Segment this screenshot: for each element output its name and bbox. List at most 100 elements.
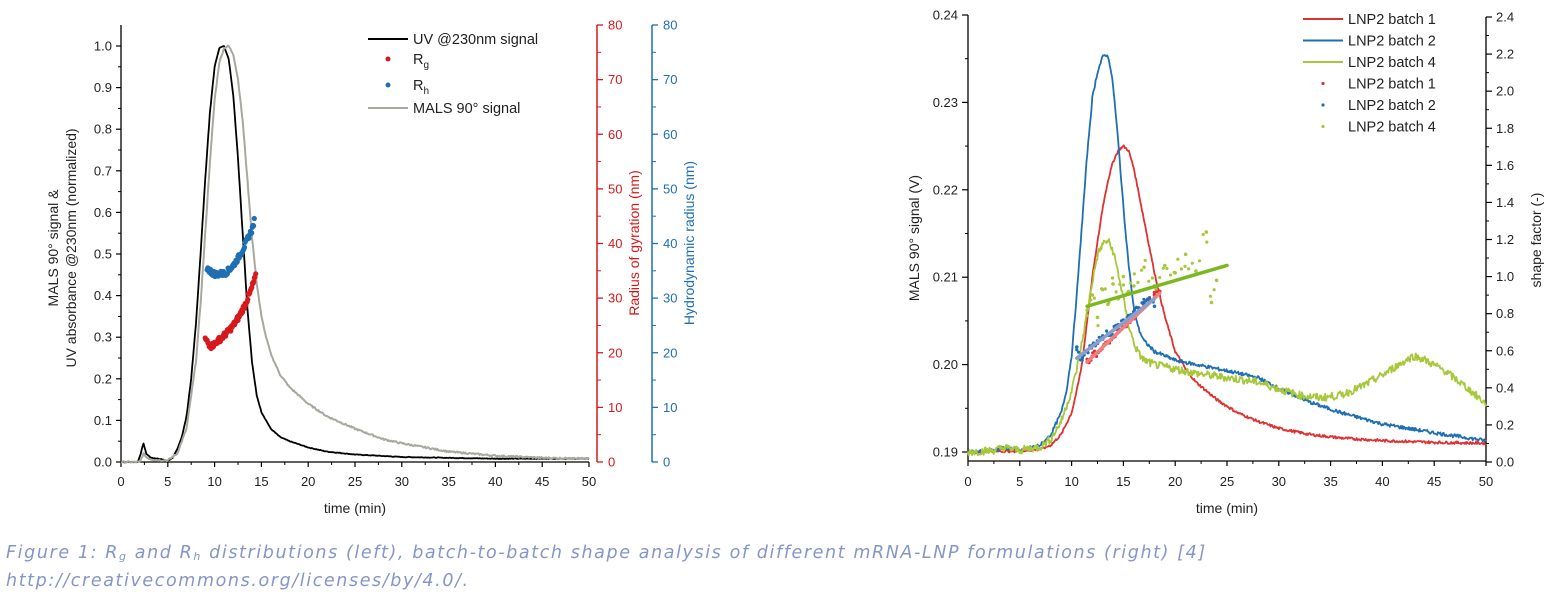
secondary-tick-label: 10 [663,400,677,415]
right-y2-tick-label: 0.6 [1496,343,1514,358]
scatter-point-h [251,223,257,229]
scatter-point-batch-4 [1121,274,1126,279]
right-y2-tick-label: 0.0 [1496,455,1514,470]
series-line-uv [121,45,590,464]
fit-line-batch-4 [1085,263,1229,308]
right-x-tick-label: 30 [1272,474,1286,489]
left-x-tick-label: 35 [441,474,455,489]
left-x-tick-label: 50 [582,474,596,489]
scatter-point-batch-4 [1205,240,1209,244]
left-y-tick-label: 0.0 [94,455,112,470]
legend-label-mals: MALS 90° signal [413,101,520,117]
right-y2-tick-label: 1.8 [1496,121,1514,136]
legend-label: LNP2 batch 1 [1348,12,1436,28]
scatter-point-batch-2 [1075,345,1079,349]
right-legend: LNP2 batch 1 LNP2 batch 2 LNP2 batch 4 LNP2… [1303,12,1436,136]
secondary-tick-label: 0 [608,455,615,470]
right-y-tick-label: 0.24 [933,8,958,23]
left-legend: UV @230nm signal Rg Rh MALS 90° signal [368,32,538,117]
left-x-tick-label: 45 [535,474,549,489]
left-chart: 0.0 0.1 0.2 0.3 0.4 0.5 0.6 0.7 0.8 0.9 1.0 0 5 10 15 2… [45,18,697,517]
scatter-point-batch-4 [1161,266,1165,270]
scatter-point-batch-4 [1110,276,1115,280]
secondary-tick-label: 70 [663,72,677,87]
scatter-point-batch-4 [1197,259,1202,263]
left-y-tick-label: 0.7 [94,163,112,178]
right-x-tick-label: 25 [1220,474,1234,489]
scatter-point-batch-4 [1089,298,1093,302]
scatter-point-h [241,244,248,250]
figure-caption: Figure 1: Rg and Rh distributions (left)… [6,541,1207,593]
right-x-tick-label: 45 [1427,474,1441,489]
secondary-tick-label: 20 [608,345,622,360]
scatter-point-batch-4 [1168,273,1173,277]
scatter-point-batch-4 [1095,315,1100,320]
caption-license-link[interactable]: http://creativecommons.org/licenses/by/4… [6,571,470,591]
right-y-tick-label: 0.22 [933,182,958,197]
scatter-point-batch-4 [1183,264,1187,268]
left-x-tick-label: 15 [254,474,268,489]
scatter-point-batch-4 [1090,293,1095,297]
secondary-tick-label: 60 [608,127,622,142]
legend-label-uv: UV @230nm signal [413,32,538,48]
secondary-tick-label: 50 [608,181,622,196]
right-x-tick-label: 20 [1168,474,1182,489]
legend-label-rh: Rh [413,78,429,97]
scatter-point-g [240,309,246,315]
scatter-point-batch-4 [1183,252,1188,257]
secondary-tick-label: 10 [608,400,622,415]
fit-line-batch-2 [1075,297,1157,360]
secondary-axis-label-0: Radius of gyration (nm) [626,170,642,316]
scatter-point-batch-2 [1077,350,1081,354]
legend-swatch-dot [1321,103,1325,107]
scatter-point-batch-4 [1132,272,1136,276]
right-y2-tick-label: 2.0 [1496,84,1514,99]
series-line-batch-1 [967,144,1487,455]
scatter-point-batch-4 [1129,281,1133,285]
right-y-tick-label: 0.20 [933,357,958,372]
scatter-point-batch-2 [1152,304,1157,309]
legend-label: LNP2 batch 4 [1348,55,1436,71]
caption-subscript-g: g [119,550,128,563]
right-x-tick-label: 35 [1323,474,1337,489]
left-y-tick-label: 0.9 [94,80,112,95]
scatter-point-batch-4 [1176,257,1180,261]
legend-swatch-rh [385,82,391,88]
scatter-point-batch-4 [1179,267,1183,271]
secondary-tick-label: 50 [663,181,677,196]
caption-line-1: Figure 1: Rg and Rh distributions (left)… [6,541,1207,569]
scatter-point-batch-4 [1190,261,1194,265]
scatter-point-batch-4 [1194,269,1198,273]
right-x-tick-label: 40 [1375,474,1389,489]
right-x-axis-label: time (min) [1196,500,1258,516]
secondary-axis-label-1: Hydrodynamic radius (nm) [681,161,697,325]
scatter-point-batch-4 [1158,275,1162,280]
right-chart: 0.19 0.20 0.21 0.22 0.23 0.24 0.0 0.2 0.4 0.6 0.8 1… [906,8,1544,517]
scatter-point-batch-4 [1143,258,1147,262]
scatter-point-batch-4 [1085,314,1089,318]
scatter-point-batch-4 [1132,284,1136,288]
legend-label: LNP2 batch 2 [1348,34,1436,50]
left-x-tick-label: 40 [488,474,502,489]
secondary-tick-label: 80 [663,18,677,33]
right-y2-tick-label: 1.0 [1496,269,1514,284]
left-y-axis-label-line1: MALS 90° signal & [45,189,61,307]
secondary-tick-label: 40 [663,236,677,251]
scatter-point-batch-4 [1204,230,1209,234]
left-x-tick-label: 10 [207,474,221,489]
caption-text: distributions (left), batch-to-batch sha… [202,543,1207,563]
scatter-point-batch-4 [1150,276,1154,280]
scatter-point-batch-2 [1142,300,1146,305]
left-x-tick-label: 5 [164,474,171,489]
scatter-point-batch-4 [1163,263,1167,268]
left-y-tick-label: 0.3 [94,330,112,345]
scatter-point-batch-4 [1118,282,1122,286]
scatter-point-batch-4 [1187,267,1191,271]
right-y-axis-label: MALS 90° signal (V) [906,175,922,301]
secondary-tick-label: 30 [608,291,622,306]
left-x-tick-label: 30 [395,474,409,489]
scatter-point-g [245,296,251,302]
secondary-tick-label: 30 [663,291,677,306]
scatter-point-batch-4 [1121,283,1125,287]
scatter-point-g [253,271,259,277]
